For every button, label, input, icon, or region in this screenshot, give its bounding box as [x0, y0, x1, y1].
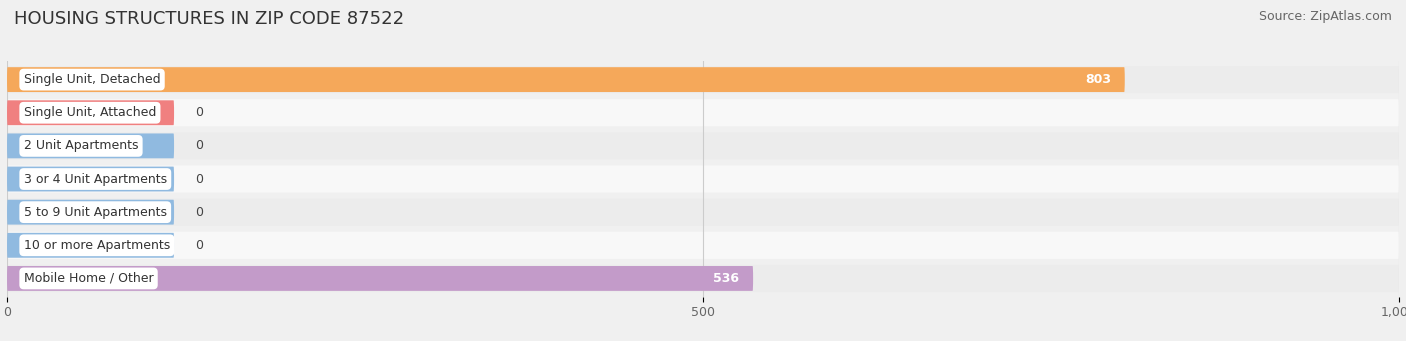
Text: 3 or 4 Unit Apartments: 3 or 4 Unit Apartments [24, 173, 167, 186]
FancyBboxPatch shape [7, 233, 174, 258]
Text: 0: 0 [195, 239, 202, 252]
FancyBboxPatch shape [7, 132, 1399, 160]
Text: 5 to 9 Unit Apartments: 5 to 9 Unit Apartments [24, 206, 167, 219]
Text: Source: ZipAtlas.com: Source: ZipAtlas.com [1258, 10, 1392, 23]
FancyBboxPatch shape [7, 265, 1399, 292]
Text: Single Unit, Attached: Single Unit, Attached [24, 106, 156, 119]
FancyBboxPatch shape [7, 198, 1399, 226]
FancyBboxPatch shape [7, 232, 1399, 259]
Text: 0: 0 [195, 106, 202, 119]
Text: 803: 803 [1085, 73, 1111, 86]
FancyBboxPatch shape [7, 266, 754, 291]
Text: 0: 0 [195, 139, 202, 152]
Text: 0: 0 [195, 173, 202, 186]
Text: 10 or more Apartments: 10 or more Apartments [24, 239, 170, 252]
FancyBboxPatch shape [7, 99, 1399, 126]
FancyBboxPatch shape [7, 167, 174, 191]
FancyBboxPatch shape [7, 100, 174, 125]
Text: 536: 536 [713, 272, 740, 285]
Text: 2 Unit Apartments: 2 Unit Apartments [24, 139, 138, 152]
FancyBboxPatch shape [7, 165, 1399, 193]
FancyBboxPatch shape [7, 67, 1125, 92]
Text: Single Unit, Detached: Single Unit, Detached [24, 73, 160, 86]
FancyBboxPatch shape [7, 66, 1399, 93]
FancyBboxPatch shape [7, 200, 174, 225]
FancyBboxPatch shape [7, 133, 174, 158]
Text: 0: 0 [195, 206, 202, 219]
Text: HOUSING STRUCTURES IN ZIP CODE 87522: HOUSING STRUCTURES IN ZIP CODE 87522 [14, 10, 404, 28]
Text: Mobile Home / Other: Mobile Home / Other [24, 272, 153, 285]
